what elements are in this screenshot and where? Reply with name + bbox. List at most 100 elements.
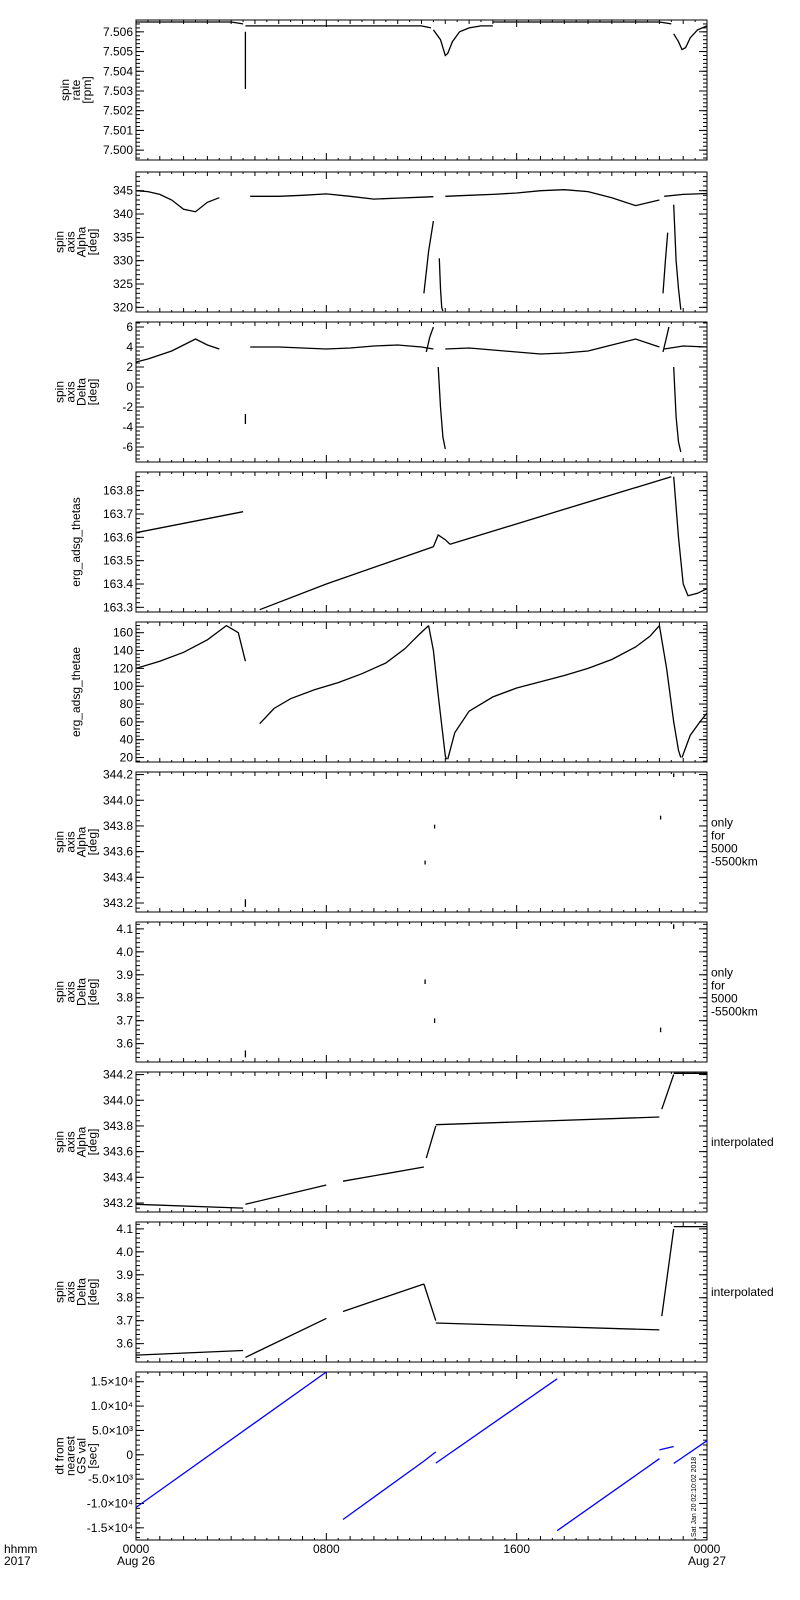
y-tick-label: 343.8: [103, 1119, 133, 1133]
series-group: [136, 189, 707, 312]
data-series: [658, 625, 682, 758]
y-tick-label: 6: [126, 320, 133, 334]
time-tick-label: 1600: [503, 1542, 530, 1556]
y-tick-label: 163.3: [103, 600, 133, 614]
data-series: [136, 1349, 244, 1356]
y-tick-label: 343.2: [103, 1196, 133, 1210]
y-axis-label: axis: [64, 1281, 78, 1302]
y-tick-label: 7.505: [103, 45, 133, 59]
y-tick-label: 3.8: [116, 1291, 133, 1305]
panel-note: interpolated: [711, 1135, 774, 1149]
y-tick-label: 340: [113, 207, 133, 221]
series-group: [136, 1072, 707, 1209]
y-tick-label: 7.502: [103, 104, 133, 118]
time-tick-label: hhmm: [4, 1542, 37, 1556]
y-tick-label: 344.2: [103, 1068, 133, 1082]
y-axis-label: GS val: [75, 1438, 89, 1474]
data-series: [259, 546, 434, 611]
panel-note: only: [711, 816, 733, 830]
y-tick-label: 343.2: [103, 896, 133, 910]
y-axis-label: dt from: [53, 1437, 67, 1474]
data-series: [673, 25, 707, 51]
y-tick-label: -2: [122, 400, 133, 414]
y-tick-label: 344.0: [103, 1093, 133, 1107]
y-tick-label: 330: [113, 254, 133, 268]
generation-timestamp: Sat Jan 20 02:10:02 2018: [691, 1457, 698, 1537]
y-tick-label: 343.6: [103, 1145, 133, 1159]
panel-frame: [135, 621, 708, 763]
y-tick-label: 335: [113, 230, 133, 244]
data-series: [445, 338, 660, 355]
y-tick-label: 343.4: [103, 1170, 133, 1184]
panel-8: 343.2 343.4 343.6 343.8 344.0 344.2 spinaxisAl…: [53, 1068, 774, 1213]
y-axis-label: [deg]: [86, 379, 100, 406]
y-tick-label: 163.6: [103, 530, 133, 544]
y-axis-label: erg_adsg_thetae: [69, 647, 83, 737]
panel-frame: [135, 171, 708, 313]
data-series: [659, 1445, 674, 1451]
time-tick-label: 0000: [694, 1542, 721, 1556]
data-series: [435, 1378, 558, 1464]
data-series: [423, 220, 435, 294]
series-group: [244, 924, 675, 1058]
data-series: [425, 326, 435, 353]
panel-note: for: [711, 829, 725, 843]
data-series: [245, 1184, 327, 1205]
data-series: [245, 25, 432, 29]
y-tick-label: -4: [122, 420, 133, 434]
y-axis-label: axis: [64, 381, 78, 402]
data-series: [664, 192, 707, 197]
data-series: [673, 1440, 707, 1465]
y-tick-label: 3.6: [116, 1337, 133, 1351]
series-group: [136, 476, 707, 611]
panel-6: 343.2 343.4 343.6 343.8 344.0 344.2 spinaxisAl…: [53, 768, 758, 913]
panel-note: -5500km: [711, 1005, 758, 1019]
y-tick-label: 1.5×10⁴: [91, 1375, 133, 1389]
y-axis-label: Delta: [75, 378, 89, 406]
y-axis-label: Alpha: [75, 826, 89, 857]
y-axis-label: [deg]: [86, 829, 100, 856]
data-series: [427, 625, 448, 760]
time-tick-label: 0000: [123, 1542, 150, 1556]
data-series: [432, 534, 451, 547]
data-series: [664, 345, 707, 350]
data-series: [673, 476, 707, 597]
data-series: [681, 712, 707, 758]
y-tick-label: 140: [113, 644, 133, 658]
y-tick-label: 163.5: [103, 554, 133, 568]
series-group: [136, 1372, 707, 1532]
y-tick-label: -5.0×10³: [88, 1472, 133, 1486]
data-series: [342, 1460, 425, 1521]
data-series: [661, 1228, 675, 1317]
panel-10: -1.5×10⁴ -1.0×10⁴ -5.0×10³ 0 5.0×10³ 1.0×10⁴ 1…: [53, 1371, 708, 1541]
data-series: [136, 190, 220, 213]
y-tick-label: 345: [113, 184, 133, 198]
date-label: Aug 27: [688, 1554, 726, 1568]
data-series: [423, 1283, 437, 1321]
panel-frame: [135, 19, 708, 161]
panel-frame: [135, 1371, 708, 1541]
data-series: [342, 1283, 425, 1313]
y-axis-label: nearest: [64, 1435, 78, 1476]
y-tick-label: 163.4: [103, 577, 133, 591]
data-series: [136, 21, 244, 25]
y-tick-label: 163.8: [103, 484, 133, 498]
data-series: [673, 204, 682, 310]
y-tick-label: 4.1: [116, 922, 133, 936]
y-tick-label: 4.0: [116, 1245, 133, 1259]
y-tick-label: 4.1: [116, 1222, 133, 1236]
y-axis-label: spin: [58, 79, 72, 101]
y-axis-label: spin: [53, 1131, 67, 1153]
series-group: [136, 624, 707, 760]
time-tick-label: 0800: [313, 1542, 340, 1556]
data-series: [662, 232, 669, 294]
y-tick-label: 325: [113, 277, 133, 291]
data-series: [245, 1317, 327, 1358]
y-tick-label: 163.7: [103, 507, 133, 521]
data-series: [136, 338, 220, 363]
data-series: [432, 25, 493, 57]
data-series: [259, 625, 430, 725]
data-series: [438, 258, 444, 312]
y-tick-label: 4.0: [116, 945, 133, 959]
